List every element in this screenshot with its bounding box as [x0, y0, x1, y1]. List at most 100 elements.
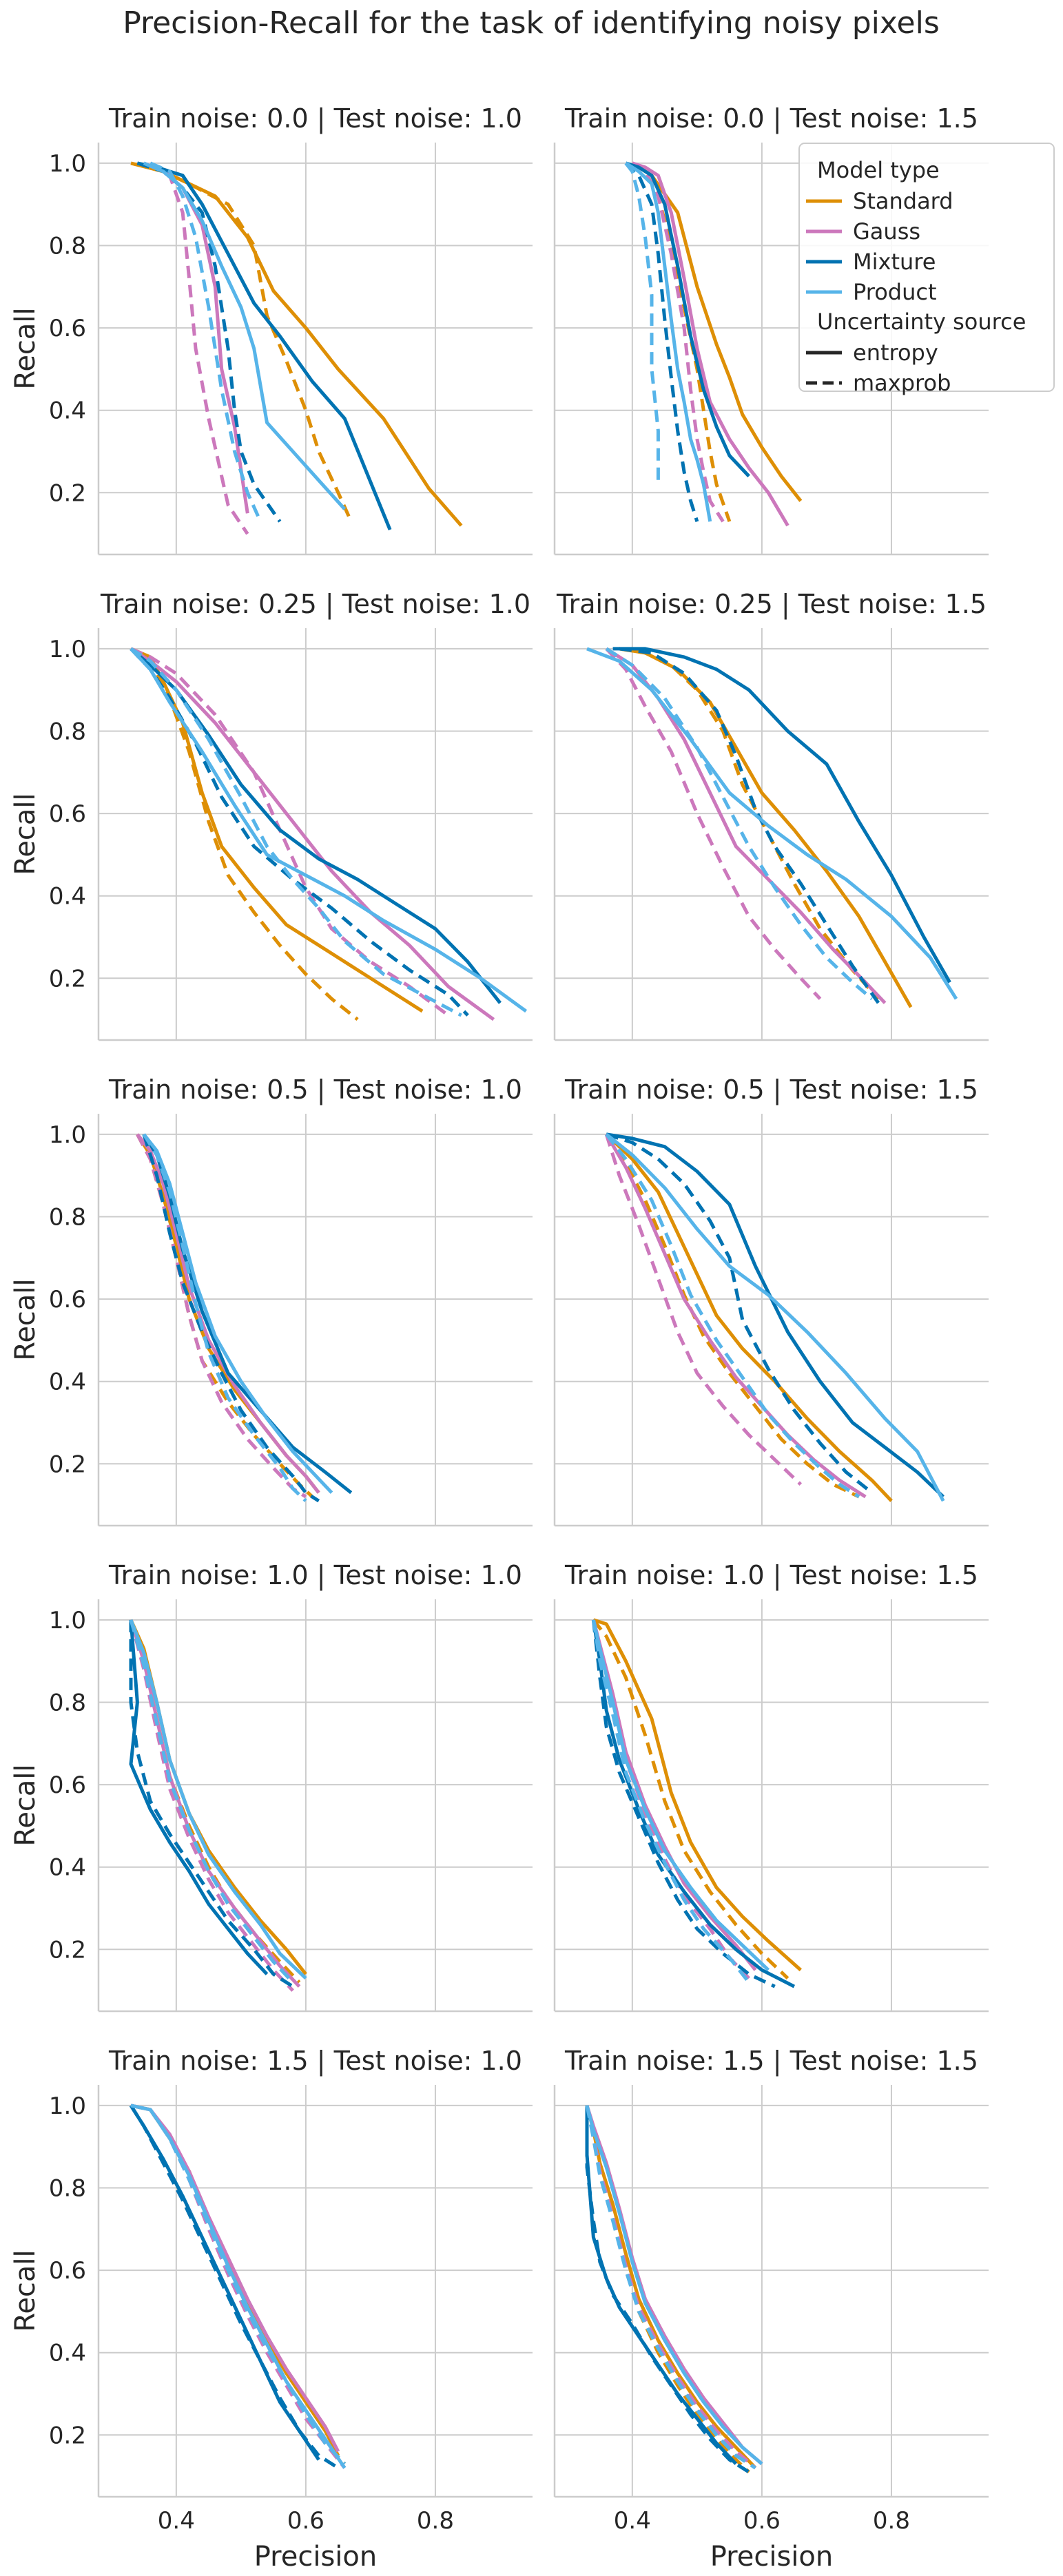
series-line-gauss-maxprob [585, 2105, 757, 2470]
panel-title: Train noise: 0.5 | Test noise: 1.0 [108, 1074, 522, 1105]
series-line-product-maxprob [591, 1619, 751, 1984]
legend-label-product: Product [853, 279, 937, 305]
x-tick-label: 0.8 [873, 2507, 910, 2535]
legend-label-mixture: Mixture [853, 249, 936, 275]
series-line-mixture-maxprob [619, 647, 880, 1004]
series-line-product-maxprob [605, 647, 874, 1001]
y-tick-label: 0.4 [49, 2340, 86, 2367]
legend-label-standard: Standard [853, 188, 953, 214]
series-lines [129, 2104, 347, 2470]
series-line-product-maxprob [605, 1133, 860, 1499]
panel-train-noise-1-0-test-noise-1-5: Train noise: 1.0 | Test noise: 1.5 [553, 1560, 989, 2013]
series-line-mixture-maxprob [591, 1619, 776, 1988]
series-line-standard-entropy [129, 1619, 307, 1975]
y-tick-label: 0.4 [49, 397, 86, 425]
gridlines [555, 1599, 989, 2011]
series-line-product-entropy [129, 1619, 307, 1980]
y-tick-label: 0.8 [49, 1690, 86, 1717]
y-tick-label: 0.4 [49, 1854, 86, 1882]
y-tick-label: 0.6 [49, 1286, 86, 1313]
y-tick-label: 0.6 [49, 1772, 86, 1799]
series-line-product-maxprob [130, 2104, 347, 2465]
series-line-mixture-maxprob [606, 1132, 874, 1495]
panel-train-noise-1-5-test-noise-1-5: Train noise: 1.5 | Test noise: 1.5 0.4 0.6… [553, 2046, 989, 2573]
x-tick-label: 0.4 [614, 2507, 651, 2535]
series-line-standard-maxprob [136, 161, 353, 523]
series-line-mixture-entropy [130, 647, 502, 1004]
panel-train-noise-0-5-test-noise-1-0: Train noise: 0.5 | Test noise: 1.0 0.2 0.4… [10, 1074, 533, 1527]
series-line-mixture-maxprob [585, 2105, 750, 2474]
series-line-gauss-entropy [605, 1133, 867, 1499]
y-tick-label: 0.2 [49, 479, 86, 507]
series-lines [585, 2105, 763, 2474]
series-lines [591, 1618, 802, 1988]
panel-title: Train noise: 0.0 | Test noise: 1.5 [564, 103, 978, 134]
series-line-standard-entropy [130, 647, 424, 1013]
series-line-product-entropy [625, 161, 712, 522]
x-axis-label: Precision [710, 2541, 833, 2573]
series-line-standard-entropy [592, 1618, 802, 1972]
series-line-standard-entropy [130, 161, 463, 527]
series-line-standard-maxprob [129, 1619, 301, 1984]
y-tick-label: 1.0 [49, 636, 86, 663]
y-axis-label: Recall [10, 307, 41, 389]
figure-title: Precision-Recall for the task of identif… [123, 6, 940, 41]
y-tick-label: 1.0 [49, 2092, 86, 2120]
x-axis-label: Precision [254, 2541, 377, 2573]
y-tick-label: 0.2 [49, 1451, 86, 1478]
x-tick-label: 0.4 [158, 2507, 195, 2535]
panel-title: Train noise: 0.5 | Test noise: 1.5 [564, 1074, 978, 1105]
legend-frame [798, 143, 1055, 392]
y-tick-label: 0.8 [49, 2175, 86, 2203]
x-tick-label: 0.6 [287, 2507, 324, 2535]
series-line-gauss-entropy [129, 1619, 301, 1988]
y-tick-label: 0.8 [49, 718, 86, 746]
series-line-product-maxprob [129, 1619, 294, 1984]
series-line-mixture-maxprob [130, 647, 469, 1017]
y-tick-label: 0.2 [49, 1936, 86, 1964]
y-tick-label: 0.8 [49, 1204, 86, 1232]
legend-label-maxprob: maxprob [853, 370, 951, 396]
series-line-standard-entropy [585, 2105, 757, 2469]
series-line-mixture-entropy [625, 161, 750, 478]
legend: Model type Standard Gauss Mixture Product Unc… [798, 143, 1055, 396]
series-line-mixture-entropy [591, 1619, 796, 1988]
y-tick-label: 0.4 [49, 883, 86, 911]
panel-title: Train noise: 0.25 | Test noise: 1.5 [556, 589, 987, 620]
series-line-gauss-entropy [130, 2104, 340, 2453]
series-line-gauss-maxprob [149, 161, 249, 535]
y-tick-label: 0.6 [49, 800, 86, 828]
series-line-gauss-maxprob [130, 647, 450, 1017]
series-lines [129, 1619, 307, 1992]
panel-title: Train noise: 1.5 | Test noise: 1.0 [108, 2046, 522, 2077]
series-lines [130, 647, 528, 1021]
legend-title-uncertainty-source: Uncertainty source [817, 309, 1026, 335]
y-tick-label: 1.0 [49, 1607, 86, 1634]
y-tick-label: 0.2 [49, 965, 86, 993]
panel-train-noise-1-5-test-noise-1-0: Train noise: 1.5 | Test noise: 1.0 0.2 0.4… [10, 2046, 533, 2573]
series-line-product-entropy [130, 647, 528, 1013]
series-line-product-maxprob [149, 161, 262, 523]
x-tick-label: 0.6 [743, 2507, 781, 2535]
series-line-product-entropy [142, 1133, 333, 1494]
series-line-gauss-entropy [136, 1133, 320, 1494]
panel-title: Train noise: 1.5 | Test noise: 1.5 [564, 2046, 978, 2077]
y-tick-label: 0.6 [49, 315, 86, 342]
panel-title: Train noise: 1.0 | Test noise: 1.0 [108, 1560, 522, 1591]
y-axis-label: Recall [10, 1764, 41, 1846]
series-line-mixture-maxprob [624, 162, 699, 522]
series-lines [130, 161, 463, 535]
series-line-gauss-maxprob [604, 1134, 803, 1486]
legend-label-gauss: Gauss [853, 218, 920, 245]
panel-train-noise-1-0-test-noise-1-0: Train noise: 1.0 | Test noise: 1.0 0.2 0.4… [10, 1560, 533, 2013]
series-line-mixture-entropy [612, 647, 951, 984]
series-line-product-entropy [591, 1619, 770, 1972]
series-line-standard-maxprob [592, 1619, 789, 1980]
series-line-mixture-maxprob [142, 1134, 320, 1503]
series-line-product-maxprob [585, 2105, 756, 2470]
series-line-product-entropy [605, 1132, 945, 1502]
series-line-mixture-entropy [142, 1133, 353, 1495]
series-lines [624, 161, 803, 527]
gridlines [555, 2085, 989, 2497]
